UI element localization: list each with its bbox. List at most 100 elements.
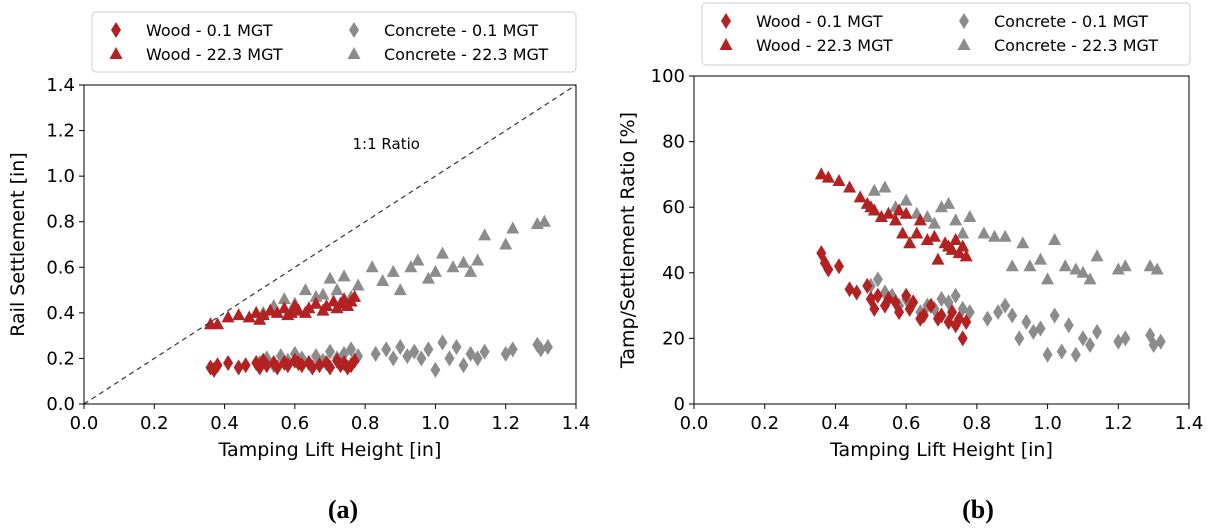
x-tick-label: 0.8 [351,413,380,434]
concrete-22-3-mgt-point [386,264,400,277]
x-tick-label: 0.4 [821,413,850,434]
concrete-22-3-mgt-point [323,271,337,284]
legend-box [701,2,1191,66]
y-tick-label: 60 [662,197,685,218]
wood-0-1-mgt-point [908,294,919,311]
concrete-22-3-mgt-point [393,283,407,296]
wood-0-1-mgt-point [901,287,912,304]
concrete-0-1-mgt-point [416,350,427,367]
concrete-0-1-mgt-point [444,350,455,367]
wood-22-3-mgt-point [903,236,917,249]
wood-22-3-mgt-point [910,226,924,239]
panel-a-plot-frame [83,84,577,405]
legend-label-concrete-22-3-mgt: Concrete - 22.3 MGT [994,36,1158,55]
concrete-22-3-mgt-point [464,264,478,277]
concrete-0-1-mgt-point [1120,330,1131,347]
wood-0-1-mgt-point [918,307,929,324]
series-wood-22-3-mgt [204,289,362,330]
wood-22-3-mgt-point [945,242,959,255]
wood-0-1-mgt-point [307,359,318,376]
concrete-22-3-mgt-point [1076,265,1090,278]
series-wood-22-3-mgt [814,167,973,265]
y-tick-label: 0.0 [46,394,75,415]
wood-22-3-mgt-point [927,229,941,242]
concrete-0-1-mgt-point [423,341,434,358]
legend-label-wood-22-3-mgt: Wood - 22.3 MGT [146,45,283,64]
legend-marker-wood-22-3-mgt [109,47,123,59]
concrete-0-1-mgt-point [395,339,406,356]
panel-b-plot-frame [693,75,1190,405]
panel-b-x-axis-ticks: 0.0 0.2 0.4 0.6 0.8 1.0 1.2 1.4 [680,404,1203,434]
wood-0-1-mgt-point [925,297,936,314]
concrete-0-1-mgt-point [507,341,518,358]
concrete-22-3-mgt-point [1083,272,1097,285]
wood-22-3-mgt-point [291,303,305,316]
concrete-22-3-mgt-point [376,273,390,286]
concrete-0-1-mgt-point [1014,330,1025,347]
wood-22-3-mgt-point [889,213,903,226]
wood-22-3-mgt-point [952,246,966,259]
y-tick-label: 0 [674,394,685,415]
legend-marker-concrete-22-3-mgt [347,47,361,59]
concrete-22-3-mgt-point [1048,233,1062,245]
wood-0-1-mgt-point [961,314,972,330]
concrete-22-3-mgt-point [1090,249,1104,262]
concrete-22-3-mgt-point [428,264,442,277]
wood-0-1-mgt-point [240,357,251,374]
wood-22-3-mgt-point [892,203,906,216]
wood-0-1-mgt-point [936,307,947,324]
wood-22-3-mgt-point [881,206,895,219]
concrete-22-3-mgt-point [337,269,351,282]
legend-marker-concrete-22-3-mgt [957,38,971,50]
concrete-0-1-mgt-point [409,343,420,360]
concrete-0-1-mgt-point [993,304,1004,321]
concrete-0-1-mgt-point [1070,346,1081,363]
wood-22-3-mgt-point [348,289,362,302]
concrete-22-3-mgt-point [478,228,492,241]
concrete-0-1-mgt-point [346,341,357,358]
concrete-22-3-mgt-point [411,253,425,266]
x-tick-label: 1.0 [1033,413,1062,434]
wood-0-1-mgt-point [325,359,335,376]
legend-marker-concrete-0-1-mgt [349,22,359,38]
panel-a-label: (a) [328,495,358,524]
concrete-0-1-mgt-point [1021,314,1032,330]
y-tick-label: 40 [662,263,685,284]
wood-22-3-mgt-point [821,170,835,183]
concrete-0-1-mgt-point [982,310,993,327]
wood-0-1-mgt-point [872,287,883,304]
panel-b-legend: Wood - 0.1 MGT Wood - 22.3 MGT Concrete - … [701,2,1191,66]
panel-b-x-axis-label: Tamping Lift Height [in] [829,439,1053,461]
concrete-22-3-mgt-point [988,229,1002,242]
x-tick-label: 0.0 [680,413,709,434]
wood-0-1-mgt-point [223,354,234,371]
legend-label-wood-22-3-mgt: Wood - 22.3 MGT [756,36,893,55]
concrete-0-1-mgt-point [1155,333,1166,350]
concrete-22-3-mgt-point [963,210,977,223]
wood-22-3-mgt-point [949,233,963,245]
concrete-22-3-mgt-point [298,283,312,296]
legend-label-concrete-0-1-mgt: Concrete - 0.1 MGT [384,21,538,40]
concrete-0-1-mgt-point [1113,333,1124,350]
concrete-0-1-mgt-point [1042,346,1053,363]
legend-marker-wood-0-1-mgt [721,13,731,29]
x-tick-label: 0.6 [892,413,921,434]
concrete-22-3-mgt-point [1016,236,1030,249]
concrete-0-1-mgt-point [1007,307,1018,324]
wood-22-3-mgt-point [814,167,828,180]
wood-22-3-mgt-point [956,239,970,252]
concrete-22-3-mgt-point [351,278,365,291]
legend-label-concrete-0-1-mgt: Concrete - 0.1 MGT [994,12,1148,31]
series-concrete-0-1-mgt [254,334,553,378]
panel-a-y-axis-label: Rail Settlement [in] [7,152,29,337]
wood-0-1-mgt-point [851,284,862,301]
concrete-22-3-mgt-point [867,183,881,196]
concrete-0-1-mgt-point [458,357,469,374]
y-tick-label: 1.0 [46,166,75,187]
concrete-0-1-mgt-point [1077,330,1088,347]
concrete-22-3-mgt-point [1111,262,1125,275]
concrete-0-1-mgt-point [1035,320,1046,337]
legend-marker-concrete-0-1-mgt [959,13,969,29]
x-tick-label: 0.2 [140,413,169,434]
concrete-0-1-mgt-point [437,334,448,351]
